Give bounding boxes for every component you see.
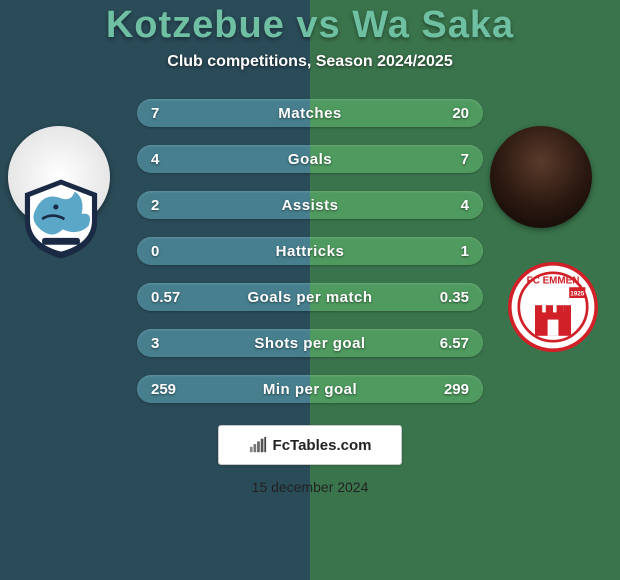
footer-brand-text: FcTables.com xyxy=(273,437,372,454)
stat-right-value: 6.57 xyxy=(427,335,469,352)
page-subtitle: Club competitions, Season 2024/2025 xyxy=(167,53,452,71)
stat-row-goals-per-match: 0.57 Goals per match 0.35 xyxy=(137,283,483,311)
stat-row-assists: 2 Assists 4 xyxy=(137,191,483,219)
stat-left-value: 3 xyxy=(151,335,193,352)
page-title: Kotzebue vs Wa Saka xyxy=(106,4,514,47)
footer-brand-card: FcTables.com xyxy=(218,425,402,465)
stat-label: Matches xyxy=(278,105,342,122)
stat-left-value: 7 xyxy=(151,105,193,122)
stat-right-value: 7 xyxy=(427,151,469,168)
stat-left-value: 0.57 xyxy=(151,289,193,306)
stat-row-shots-per-goal: 3 Shots per goal 6.57 xyxy=(137,329,483,357)
stat-left-value: 4 xyxy=(151,151,193,168)
stat-right-value: 299 xyxy=(427,381,469,398)
stat-row-hattricks: 0 Hattricks 1 xyxy=(137,237,483,265)
stat-row-matches: 7 Matches 20 xyxy=(137,99,483,127)
stat-label: Assists xyxy=(282,197,339,214)
stat-right-value: 0.35 xyxy=(427,289,469,306)
stat-row-goals: 4 Goals 7 xyxy=(137,145,483,173)
content-container: Kotzebue vs Wa Saka Club competitions, S… xyxy=(0,0,620,580)
bar-chart-icon xyxy=(249,436,267,454)
stat-right-value: 20 xyxy=(427,105,469,122)
stat-row-min-per-goal: 259 Min per goal 299 xyxy=(137,375,483,403)
stat-label: Shots per goal xyxy=(254,335,365,352)
footer-date: 15 december 2024 xyxy=(252,479,369,495)
stat-label: Goals xyxy=(288,151,332,168)
stat-label: Goals per match xyxy=(247,289,372,306)
stat-left-value: 2 xyxy=(151,197,193,214)
stat-left-value: 0 xyxy=(151,243,193,260)
stat-left-value: 259 xyxy=(151,381,193,398)
stats-list: 7 Matches 20 4 Goals 7 2 Assists 4 0 Hat… xyxy=(0,99,620,403)
stat-label: Min per goal xyxy=(263,381,357,398)
stat-right-value: 1 xyxy=(427,243,469,260)
stat-right-value: 4 xyxy=(427,197,469,214)
stat-label: Hattricks xyxy=(276,243,345,260)
